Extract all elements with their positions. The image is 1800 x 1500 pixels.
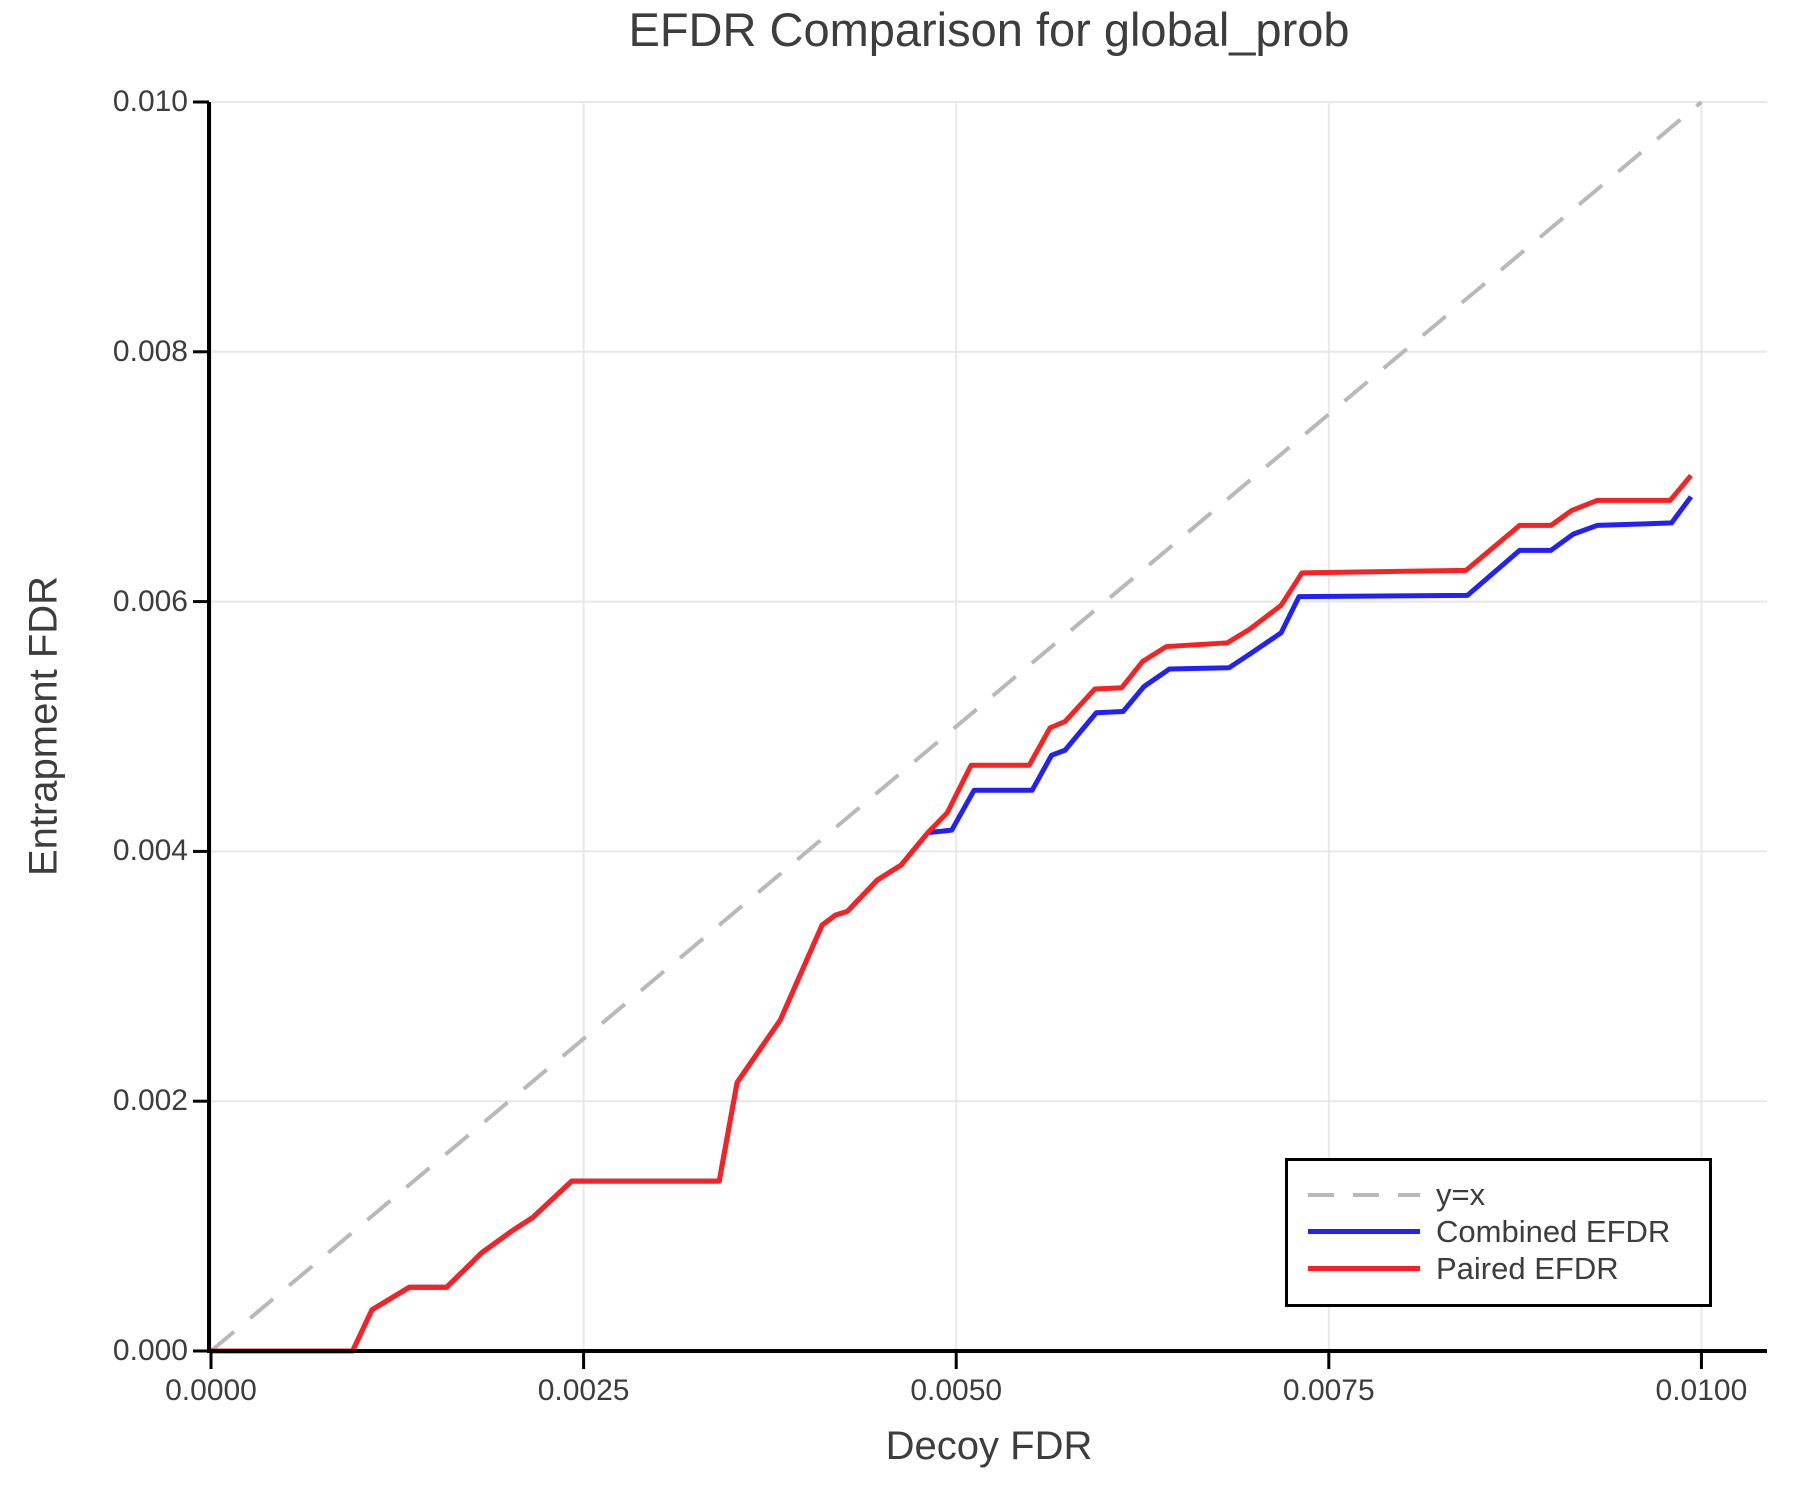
- y-tick-label: 0.002: [112, 1084, 188, 1118]
- y-tick-label: 0.000: [112, 1334, 188, 1367]
- identity-line-sample-icon: [1308, 1192, 1420, 1197]
- x-axis-label: Decoy FDR: [885, 1424, 1093, 1468]
- chart-title: EFDR Comparison for global_prob: [628, 3, 1350, 56]
- y-axis-label: Entrapment FDR: [21, 575, 66, 877]
- x-tick-label: 0.0050: [910, 1374, 1003, 1407]
- x-tick-label: 0.0075: [1282, 1374, 1375, 1407]
- paired-line-sample-icon: [1308, 1266, 1420, 1271]
- legend-label-paired: Paired EFDR: [1436, 1250, 1619, 1286]
- y-tick-label: 0.006: [112, 584, 188, 618]
- legend-entry-paired: Paired EFDR: [1308, 1250, 1709, 1287]
- legend-label-identity: y=x: [1436, 1176, 1486, 1212]
- y-tick-label: 0.008: [112, 334, 188, 368]
- series-line-paired-efdr: [211, 473, 1693, 1354]
- x-tick-label: 0.0000: [165, 1374, 257, 1407]
- x-tick-label: 0.0100: [1655, 1374, 1748, 1407]
- y-tick-label: 0.004: [112, 834, 188, 868]
- y-tick-label: 0.010: [112, 85, 188, 118]
- legend: y=x Combined EFDR Paired EFDR: [1285, 1158, 1712, 1307]
- series-line-y-x: [209, 100, 1703, 1353]
- legend-entry-combined: Combined EFDR: [1308, 1213, 1709, 1250]
- combined-line-sample-icon: [1308, 1229, 1420, 1234]
- x-tick-label: 0.0025: [537, 1374, 630, 1407]
- legend-entry-identity: y=x: [1308, 1176, 1709, 1213]
- legend-label-combined: Combined EFDR: [1436, 1213, 1671, 1249]
